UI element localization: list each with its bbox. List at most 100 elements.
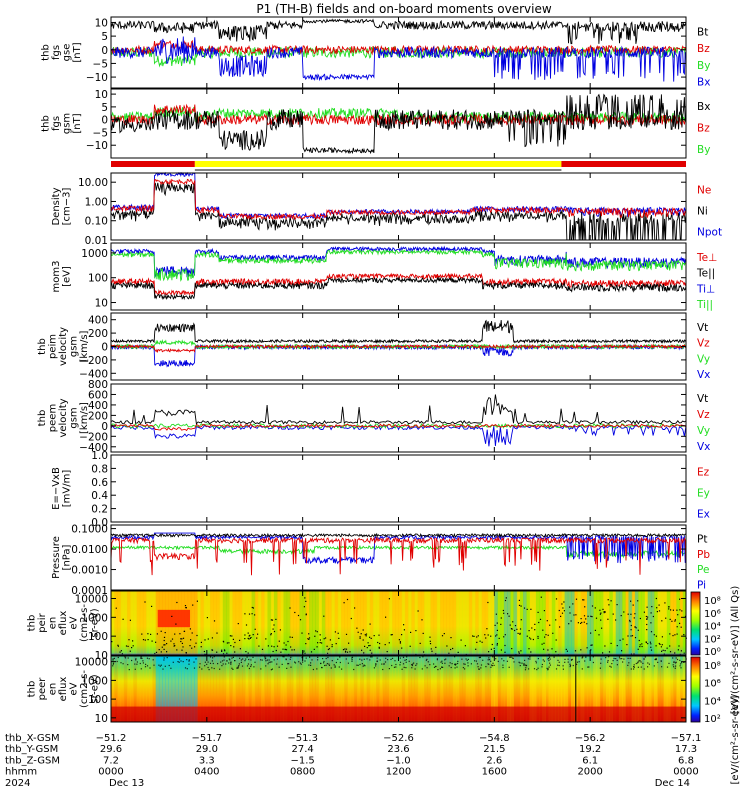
peer-spectrogram-stripe	[146, 656, 150, 722]
y-tick-label: 0	[101, 115, 108, 127]
peer-noise-dot	[426, 667, 428, 669]
peer-noise-dot	[679, 665, 681, 667]
peir-noise-dot	[369, 623, 371, 625]
peir-noise-dot	[166, 651, 168, 653]
peir-spectrogram-stripe	[235, 591, 240, 655]
peir-noise-dot	[610, 600, 612, 602]
peer-spectrogram-stripe	[203, 656, 208, 722]
peir-spectrogram-stripe	[363, 591, 368, 655]
peer-spectrogram-stripe	[440, 656, 444, 722]
legend-Ex: Ex	[697, 509, 710, 521]
peer-spectrogram-stripe	[555, 656, 559, 722]
peir-noise-dot	[319, 642, 321, 644]
peer-noise-dot	[615, 658, 617, 660]
peer-noise-dot	[497, 660, 499, 662]
ephemeris-value: 3.3	[199, 755, 215, 766]
series-Pe-line	[110, 544, 687, 559]
ephemeris-value: −57.1	[671, 733, 702, 744]
peir-noise-dot	[385, 616, 387, 618]
peir-noise-dot	[117, 644, 119, 646]
peir-noise-dot	[602, 608, 604, 610]
peer-noise-dot	[248, 667, 250, 670]
peer-spectrogram-stripe	[654, 656, 658, 722]
peir-noise-dot	[665, 617, 667, 619]
peer-noise-dot	[502, 664, 504, 666]
ephemeris-value: 29.0	[196, 744, 218, 755]
peir-noise-dot	[223, 649, 226, 651]
peer-noise-dot	[412, 663, 414, 665]
peer-noise-dot	[570, 659, 573, 661]
peer-noise-dot	[245, 658, 247, 660]
peir-noise-dot	[669, 633, 671, 635]
peir-noise-dot	[594, 629, 596, 631]
legend-By: By	[697, 144, 710, 156]
peer-noise-dot	[351, 656, 354, 658]
peir-noise-dot	[520, 650, 522, 652]
peer-noise-dot	[283, 656, 285, 658]
peir-spectrogram-stripe	[666, 591, 671, 655]
peer-noise-dot	[225, 663, 227, 665]
peir-spectrogram-stripe	[251, 591, 256, 655]
peer-noise-dot	[441, 666, 443, 668]
peer-noise-dot	[680, 667, 682, 669]
peir-noise-dot	[555, 619, 557, 621]
peir-noise-dot	[290, 646, 292, 648]
y-tick-label: 100	[88, 631, 108, 643]
peer-spectrogram-stripe	[372, 656, 377, 722]
peer-noise-dot	[549, 658, 551, 660]
peir-noise-dot	[647, 616, 649, 618]
peir-noise-dot	[270, 633, 272, 635]
peer-noise-dot	[230, 661, 232, 663]
peir-noise-dot	[668, 608, 670, 610]
peer-noise-dot	[567, 658, 569, 660]
peir-noise-dot	[598, 634, 600, 636]
peir-noise-dot	[338, 637, 340, 639]
peir-noise-dot	[303, 606, 305, 608]
peir-noise-dot	[590, 649, 592, 651]
peer-noise-dot	[564, 661, 566, 663]
peir-noise-dot	[517, 632, 519, 634]
legend-Ti: Ti||	[696, 299, 713, 311]
peer-noise-dot	[445, 658, 447, 660]
peer-noise-dot	[140, 656, 142, 658]
peir-noise-dot	[226, 642, 228, 644]
peer-noise-dot	[223, 659, 225, 661]
peer-noise-dot	[637, 666, 639, 668]
peer-spectrogram-stripe	[500, 656, 505, 722]
peer-noise-dot	[524, 664, 526, 666]
peer-noise-dot	[112, 662, 115, 664]
peir-spectrogram-stripe	[414, 591, 419, 655]
peer-noise-dot	[301, 656, 303, 659]
peir-noise-dot	[155, 651, 158, 653]
peer-noise-dot	[330, 667, 332, 669]
peir-noise-dot	[166, 643, 168, 645]
peir-noise-dot	[626, 644, 628, 646]
peer-spectrogram-stripe	[127, 656, 131, 722]
peer-spectrogram-stripe	[561, 656, 566, 722]
peer-spectrogram-stripe	[615, 656, 620, 722]
peer-noise-dot	[562, 665, 564, 667]
peer-noise-dot	[240, 661, 242, 663]
peir-noise-dot	[627, 613, 629, 615]
peer-noise-dot	[135, 659, 137, 661]
peer-noise-dot	[454, 656, 456, 658]
peer-noise-dot	[362, 665, 364, 667]
peer-noise-dot	[193, 667, 196, 669]
peer-spectrogram-stripe	[117, 656, 122, 722]
peir-noise-dot	[160, 651, 162, 653]
peir-spectrogram-stripe	[583, 591, 588, 655]
peir-spectrogram-stripe	[462, 591, 467, 655]
peer-noise-dot	[582, 656, 584, 658]
peer-spectrogram-stripe	[401, 656, 406, 722]
y-axis-label: eflux	[58, 677, 69, 702]
peir-noise-dot	[500, 617, 502, 619]
peir-spectrogram-stripe	[318, 591, 323, 655]
peer-spectrogram-stripe	[392, 656, 396, 722]
peir-noise-dot	[599, 613, 601, 615]
peir-noise-dot	[629, 621, 631, 623]
peer-noise-dot	[411, 664, 413, 666]
peir-spectrogram-stripe	[430, 591, 435, 655]
peir-noise-dot	[200, 646, 202, 648]
